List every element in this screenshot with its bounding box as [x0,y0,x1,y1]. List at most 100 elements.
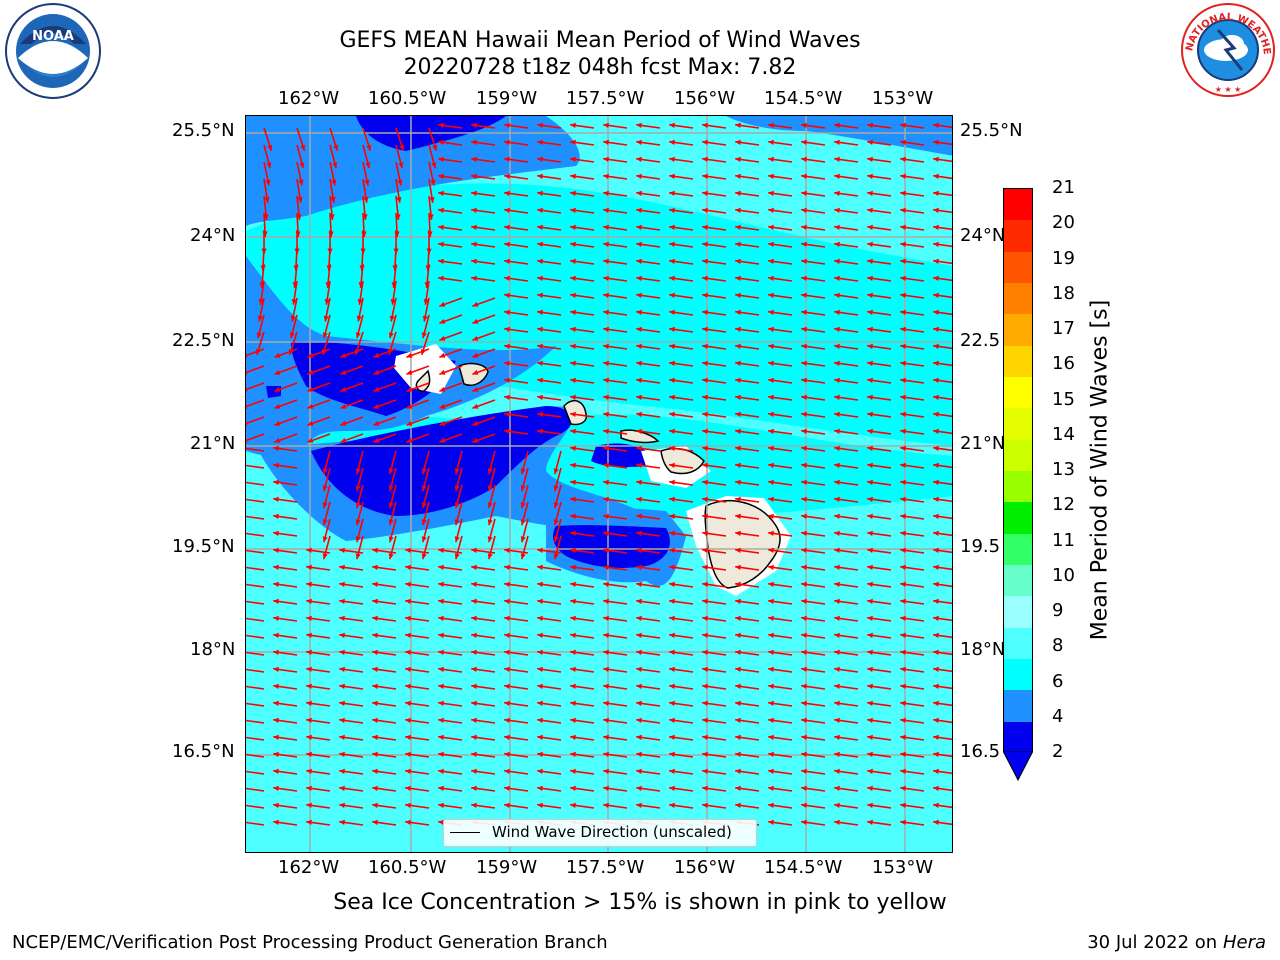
wave-direction-arrow [246,753,265,758]
wave-direction-arrowhead [454,553,460,560]
wave-direction-arrowhead [273,751,279,757]
wave-direction-arrowhead [504,666,510,672]
wave-direction-arrowhead [570,139,576,145]
wave-direction-arrowhead [801,598,807,604]
wave-direction-arrowhead [636,258,642,264]
wave-direction-arrowhead [339,768,345,774]
wave-direction-arrowhead [768,683,774,689]
wave-direction-arrowhead [454,536,460,543]
wave-direction-arrowhead [636,479,642,485]
wave-direction-arrowhead [900,581,906,587]
wave-direction-arrowhead [438,156,444,162]
wave-direction-arrowhead [537,326,543,332]
wave-direction-arrowhead [768,139,774,145]
wave-direction-arrowhead [636,751,642,757]
wave-direction-arrowhead [603,411,609,417]
wave-direction-arrowhead [900,173,906,179]
wave-direction-arrowhead [537,122,543,128]
wave-direction-arrowhead [520,536,526,543]
wave-direction-arrowhead [768,224,774,230]
wave-direction-arrowhead [372,632,378,638]
wave-direction-arrowhead [504,683,510,689]
wave-direction-arrowhead [372,649,378,655]
wave-direction-arrowhead [405,615,411,621]
wave-direction-arrowhead [504,785,510,791]
wave-direction-arrowhead [834,411,840,417]
colorbar [1003,188,1033,754]
wave-direction-arrowhead [735,479,741,485]
wave-direction-arrowhead [422,315,428,322]
wave-direction-arrowhead [373,403,380,409]
wave-direction-arrowhead [867,275,873,281]
wave-direction-arrowhead [702,649,708,655]
wave-direction-arrowhead [735,224,741,230]
wave-period-contour-blue [246,116,580,226]
lat-tick: 22.5°N [172,330,235,351]
wave-direction-arrowhead [504,224,510,230]
wave-direction-arrowhead [388,332,394,339]
wave-direction-arrowhead [405,547,411,553]
wave-direction-arrowhead [636,649,642,655]
wave-direction-arrowhead [603,530,609,536]
wave-direction-arrowhead [867,292,873,298]
wave-direction-arrowhead [834,802,840,808]
wave-direction-arrowhead [933,411,939,417]
wave-direction-arrowhead [735,428,741,434]
map-canvas[interactable] [246,116,953,853]
wave-direction-arrowhead [339,581,345,587]
wave-direction-arrowhead [355,553,361,560]
wave-direction-arrowhead [504,751,510,757]
wave-direction-arrowhead [603,156,609,162]
wave-direction-arrowhead [933,139,939,145]
wave-direction-arrowhead [669,615,675,621]
wave-direction-arrowhead [867,751,873,757]
wave-direction-arrowhead [900,360,906,366]
wave-direction-arrowhead [537,377,543,383]
wave-direction-arrowhead [768,122,774,128]
wave-direction-arrowhead [570,717,576,723]
wave-direction-arrowhead [867,649,873,655]
colorbar-tick: 2 [1052,741,1064,762]
wave-direction-arrowhead [702,326,708,332]
wave-direction-arrowhead [471,802,477,808]
wave-direction-arrowhead [801,462,807,468]
wave-direction-arrowhead [801,343,807,349]
wave-direction-arrowhead [867,547,873,553]
wave-direction-arrowhead [520,519,526,526]
wave-direction-arrowhead [570,122,576,128]
wave-direction-arrowhead [702,394,708,400]
wave-direction-arrowhead [300,144,306,151]
wave-direction-arrowhead [438,241,444,247]
wave-direction-arrowhead [735,751,741,757]
wave-direction-arrowhead [471,683,477,689]
wave-direction-arrowhead [246,421,248,426]
maui-island [620,429,660,444]
wave-direction-arrowhead [339,751,345,757]
wave-direction-arrowhead [438,598,444,604]
wave-direction-arrowhead [702,377,708,383]
wave-direction-arrowhead [900,564,906,570]
wave-direction-arrowhead [603,717,609,723]
map-panel[interactable] [245,115,953,853]
wave-direction-arrowhead [471,564,477,570]
wave-direction-arrowhead [636,615,642,621]
wave-direction-arrow [246,498,265,503]
wave-direction-arrowhead [570,428,576,434]
wave-direction-arrowhead [471,734,477,740]
wave-direction-arrowhead [933,700,939,706]
wave-direction-arrowhead [537,615,543,621]
wave-direction-arrowhead [603,139,609,145]
wave-direction-arrowhead [867,156,873,162]
wave-direction-arrowhead [537,224,543,230]
wave-direction-arrowhead [735,513,741,519]
wave-direction-arrowhead [702,122,708,128]
wave-direction-arrowhead [504,292,510,298]
wave-direction-arrowhead [472,386,479,392]
wave-direction-arrowhead [834,496,840,502]
wave-direction-arrowhead [669,207,675,213]
wave-direction-arrowhead [669,547,675,553]
wave-direction-arrowhead [306,649,312,655]
wave-direction-arrowhead [933,360,939,366]
wave-direction-arrowhead [801,683,807,689]
wave-direction-arrowhead [735,394,741,400]
